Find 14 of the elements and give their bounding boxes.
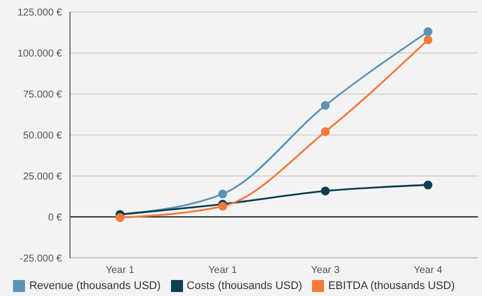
x-tick-label: Year 1 [208,265,238,276]
x-tick-label: Year 4 [414,265,443,276]
x-tick-label: Year 1 [106,265,135,276]
x-tick-label: Year 3 [311,265,340,276]
y-tick-label: 50.000 € [23,130,62,142]
y-tick-label: 0 € [48,212,62,224]
y-tick-label: 25.000 € [23,171,62,182]
legend-label: Costs (thousands USD) [186,280,302,292]
y-tick-label: 100.000 € [18,48,62,60]
y-tick-label: 125.000 € [18,8,62,19]
legend-label: Revenue (thousands USD) [29,280,161,292]
y-tick-label: 75.000 € [23,90,62,101]
y-tick-label: -25.000 € [20,253,62,264]
legend-label: EBITDA (thousands USD) [328,280,455,292]
